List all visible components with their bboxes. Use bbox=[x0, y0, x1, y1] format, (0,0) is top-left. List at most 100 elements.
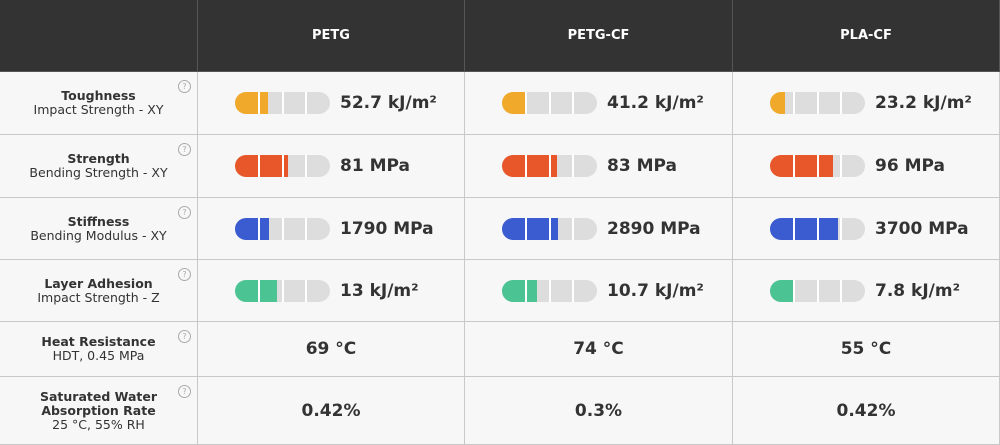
value: 1790 MPa bbox=[340, 218, 434, 239]
value: 96 MPa bbox=[875, 156, 945, 176]
gauge-divider bbox=[548, 217, 551, 240]
gauge-divider bbox=[792, 217, 795, 240]
header-cell bbox=[0, 0, 198, 72]
value-cell: 0.3% bbox=[465, 377, 733, 445]
gauge-divider bbox=[257, 155, 260, 177]
gauge-divider bbox=[524, 92, 527, 114]
gauge-divider bbox=[281, 155, 284, 177]
gauge-divider bbox=[572, 217, 575, 240]
gauge-divider bbox=[816, 279, 819, 302]
row-label: Saturated Water Absorption Rate 25 °C, 55… bbox=[0, 377, 198, 445]
help-icon[interactable]: ? bbox=[178, 80, 191, 93]
gauge-divider bbox=[840, 279, 843, 302]
gauge-cell: 2890 MPa bbox=[465, 198, 733, 260]
gauge bbox=[502, 279, 597, 302]
gauge-divider bbox=[257, 279, 260, 302]
gauge-divider bbox=[840, 155, 843, 177]
value-cell: 74 °C bbox=[465, 322, 733, 377]
row-title: Layer Adhesion bbox=[44, 275, 153, 291]
row-title: Toughness bbox=[61, 88, 136, 103]
gauge-fill bbox=[502, 92, 527, 114]
gauge-fill bbox=[770, 155, 833, 177]
gauge-divider bbox=[572, 279, 575, 302]
gauge-divider bbox=[548, 279, 551, 302]
gauge-divider bbox=[305, 155, 308, 177]
row-title: Saturated Water Absorption Rate bbox=[39, 388, 158, 418]
column-header: PETG-CF bbox=[465, 0, 733, 72]
value-cell: 69 °C bbox=[198, 322, 465, 377]
value: 83 MPa bbox=[607, 156, 677, 176]
gauge-divider bbox=[840, 217, 843, 240]
gauge-fill bbox=[502, 279, 538, 302]
gauge-cell: 96 MPa bbox=[733, 135, 1000, 198]
gauge-divider bbox=[816, 217, 819, 240]
gauge-cell: 13 kJ/m² bbox=[198, 260, 465, 322]
gauge bbox=[235, 92, 330, 114]
help-icon[interactable]: ? bbox=[178, 268, 191, 281]
gauge bbox=[235, 217, 330, 240]
value: 0.42% bbox=[301, 400, 361, 421]
value: 10.7 kJ/m² bbox=[607, 280, 704, 301]
value: 13 kJ/m² bbox=[340, 280, 419, 301]
gauge-fill bbox=[235, 155, 289, 177]
column-header: PETG bbox=[198, 0, 465, 72]
gauge-fill bbox=[235, 92, 269, 114]
gauge-divider bbox=[572, 155, 575, 177]
row-title: Stiffness bbox=[67, 213, 130, 229]
value-cell: 0.42% bbox=[198, 377, 465, 445]
row-subtitle: Impact Strength - XY bbox=[33, 102, 164, 117]
row-label: Heat Resistance HDT, 0.45 MPa? bbox=[0, 322, 198, 377]
gauge-cell: 10.7 kJ/m² bbox=[465, 260, 733, 322]
help-icon[interactable]: ? bbox=[178, 385, 191, 398]
row-label: Strength Bending Strength - XY? bbox=[0, 135, 198, 198]
value: 52.7 kJ/m² bbox=[340, 93, 437, 113]
gauge-cell: 83 MPa bbox=[465, 135, 733, 198]
gauge-divider bbox=[816, 155, 819, 177]
help-icon[interactable]: ? bbox=[178, 330, 191, 343]
row-subtitle: Impact Strength - Z bbox=[37, 289, 160, 305]
gauge-cell: 1790 MPa bbox=[198, 198, 465, 260]
gauge-cell: 41.2 kJ/m² bbox=[465, 72, 733, 135]
row-subtitle: 25 °C, 55% RH bbox=[52, 416, 145, 432]
gauge-divider bbox=[524, 217, 527, 240]
gauge-divider bbox=[281, 279, 284, 302]
value: 7.8 kJ/m² bbox=[875, 280, 961, 301]
gauge-divider bbox=[792, 92, 795, 114]
gauge bbox=[770, 279, 865, 302]
gauge-divider bbox=[305, 279, 308, 302]
gauge-divider bbox=[792, 155, 795, 177]
gauge-fill bbox=[502, 217, 559, 240]
gauge bbox=[770, 155, 865, 177]
value: 69 °C bbox=[305, 339, 357, 359]
gauge-fill bbox=[235, 217, 270, 240]
help-icon[interactable]: ? bbox=[178, 206, 191, 219]
row-title: Heat Resistance bbox=[41, 334, 156, 349]
gauge bbox=[770, 217, 865, 240]
row-label: Layer Adhesion Impact Strength - Z? bbox=[0, 260, 198, 322]
gauge-cell: 7.8 kJ/m² bbox=[733, 260, 1000, 322]
gauge-cell: 81 MPa bbox=[198, 135, 465, 198]
help-icon[interactable]: ? bbox=[178, 143, 191, 156]
row-label: Toughness Impact Strength - XY? bbox=[0, 72, 198, 135]
gauge-fill bbox=[770, 92, 786, 114]
gauge-fill bbox=[502, 155, 558, 177]
row-subtitle: Bending Strength - XY bbox=[29, 165, 168, 180]
gauge bbox=[235, 279, 330, 302]
gauge-fill bbox=[235, 279, 277, 302]
gauge-cell: 3700 MPa bbox=[733, 198, 1000, 260]
gauge-cell: 52.7 kJ/m² bbox=[198, 72, 465, 135]
gauge-divider bbox=[792, 279, 795, 302]
gauge-divider bbox=[257, 217, 260, 240]
gauge bbox=[502, 92, 597, 114]
value: 0.42% bbox=[836, 400, 896, 421]
gauge-divider bbox=[572, 92, 575, 114]
value-cell: 0.42% bbox=[733, 377, 1000, 445]
value: 81 MPa bbox=[340, 156, 410, 176]
gauge-divider bbox=[524, 155, 527, 177]
column-header: PLA-CF bbox=[733, 0, 1000, 72]
value: 0.3% bbox=[574, 400, 623, 421]
value: 3700 MPa bbox=[875, 218, 969, 239]
gauge-divider bbox=[305, 92, 308, 114]
gauge-divider bbox=[840, 92, 843, 114]
